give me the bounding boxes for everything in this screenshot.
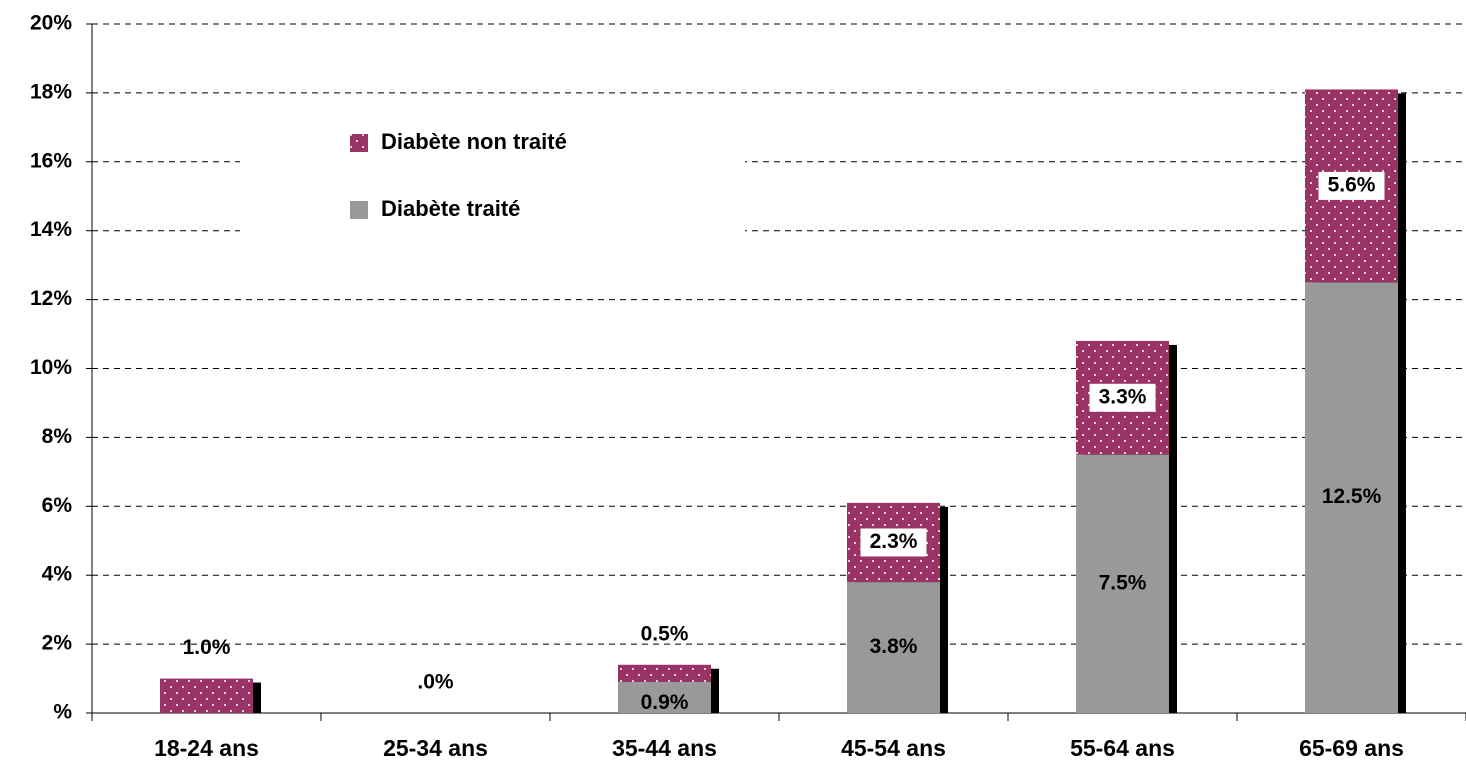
legend-swatch bbox=[350, 134, 368, 152]
y-tick-label: 2% bbox=[42, 632, 73, 655]
y-tick-label: 10% bbox=[30, 356, 72, 379]
bar-segment bbox=[847, 582, 940, 713]
x-tick-label: 35-44 ans bbox=[612, 735, 717, 761]
value-label: .0% bbox=[417, 671, 454, 694]
legend-label: Diabète traité bbox=[381, 196, 520, 221]
value-label: 3.3% bbox=[1099, 385, 1147, 408]
y-tick-label: 14% bbox=[30, 218, 72, 241]
legend-swatch bbox=[350, 201, 368, 219]
value-label-background bbox=[1089, 383, 1156, 412]
y-tick-label: 20% bbox=[30, 12, 72, 35]
bar-segment bbox=[160, 678, 253, 713]
value-label: 0.5% bbox=[641, 622, 689, 645]
y-tick-label: 12% bbox=[30, 287, 72, 310]
value-label-background bbox=[1318, 171, 1385, 200]
bar-segment bbox=[618, 664, 711, 682]
y-tick-label: 6% bbox=[42, 494, 73, 517]
value-label: 7.5% bbox=[1099, 571, 1147, 594]
value-label: 1.0% bbox=[183, 636, 231, 659]
y-tick-label: % bbox=[53, 701, 72, 724]
y-tick-label: 18% bbox=[30, 80, 72, 103]
x-tick-label: 55-64 ans bbox=[1070, 735, 1175, 761]
value-label: 2.3% bbox=[870, 530, 918, 553]
x-tick-label: 65-69 ans bbox=[1299, 735, 1404, 761]
y-tick-label: 8% bbox=[42, 425, 73, 448]
legend: Diabète non traité Diabète traité bbox=[240, 115, 745, 245]
grid: % 2% 4% 6% 8% 10% 12% 14% 16% 18% 20% bbox=[30, 12, 1466, 724]
y-tick-label: 16% bbox=[30, 149, 72, 172]
bar-segment bbox=[1305, 282, 1398, 713]
labels: 18-24 ans 1.0% 25-34 ans .0% 35-44 ans 0.9% 0.… bbox=[154, 171, 1404, 761]
y-tick-label: 4% bbox=[42, 563, 73, 586]
bar-segment bbox=[1076, 454, 1169, 713]
value-label: 0.9% bbox=[641, 691, 689, 714]
x-tick-label: 18-24 ans bbox=[154, 735, 259, 761]
legend-label: Diabète non traité bbox=[381, 129, 567, 154]
value-label-background bbox=[860, 528, 927, 557]
x-tick-label: 25-34 ans bbox=[383, 735, 488, 761]
bar-segment bbox=[618, 681, 711, 713]
legend-background bbox=[240, 115, 745, 245]
value-label: 5.6% bbox=[1328, 173, 1376, 196]
value-label: 3.8% bbox=[870, 635, 918, 658]
x-tick-label: 45-54 ans bbox=[841, 735, 946, 761]
value-label: 12.5% bbox=[1322, 485, 1382, 508]
